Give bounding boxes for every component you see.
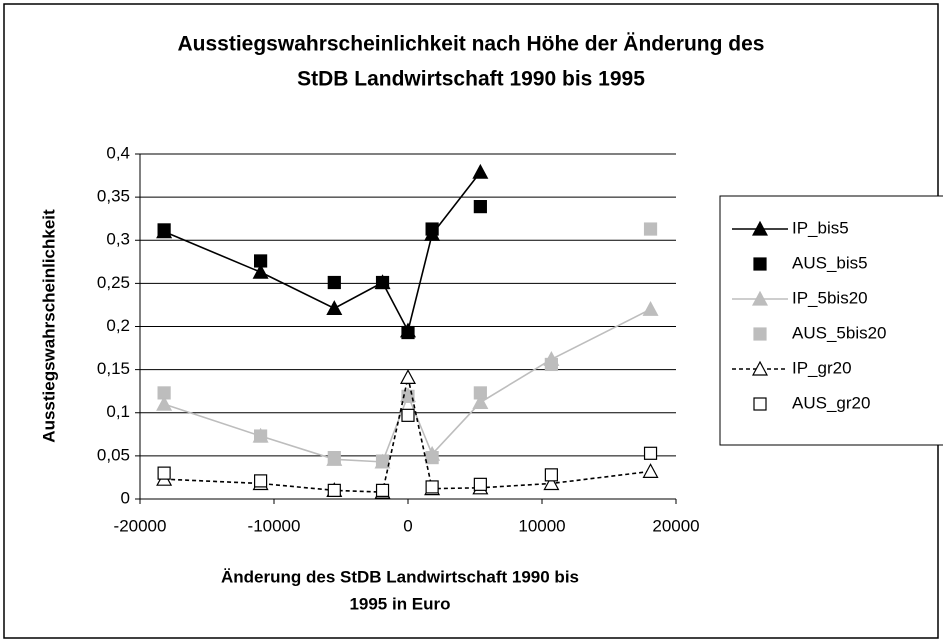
legend-label: AUS_gr20 <box>792 393 870 412</box>
marker <box>543 475 560 491</box>
marker <box>254 474 268 488</box>
marker <box>425 222 439 236</box>
legend-label: AUS_5bis20 <box>792 323 887 342</box>
marker <box>401 408 415 422</box>
marker <box>156 395 173 411</box>
marker <box>472 163 489 179</box>
x-tick-label: 10000 <box>518 516 565 535</box>
y-tick-label: 0,15 <box>97 359 130 378</box>
marker <box>375 483 390 497</box>
y-axis-title: Ausstiegswahrscheinlichkeit <box>39 209 58 443</box>
marker <box>473 200 487 214</box>
x-tick-label: -20000 <box>114 516 167 535</box>
legend-marker <box>751 360 769 376</box>
marker <box>425 451 439 465</box>
marker <box>157 223 171 237</box>
marker <box>544 468 558 482</box>
marker <box>327 275 341 290</box>
legend-marker <box>753 327 767 341</box>
marker <box>473 386 487 400</box>
marker <box>642 463 659 478</box>
chart-title: StDB Landwirtschaft 1990 bis 1995 <box>297 68 645 91</box>
marker <box>473 477 487 491</box>
marker <box>157 386 171 400</box>
x-tick-label: -10000 <box>248 516 301 535</box>
x-tick-label: 20000 <box>652 516 699 535</box>
y-tick-label: 0,2 <box>106 316 130 335</box>
y-tick-label: 0,1 <box>106 402 130 421</box>
marker <box>544 357 558 372</box>
legend-label: AUS_bis5 <box>792 253 868 272</box>
x-axis-title: Änderung des StDB Landwirtschaft 1990 bi… <box>221 567 579 586</box>
legend-marker <box>753 257 767 271</box>
marker <box>425 480 439 494</box>
marker <box>375 275 390 290</box>
marker <box>375 454 390 468</box>
y-tick-label: 0,35 <box>97 187 130 206</box>
y-tick-label: 0,05 <box>97 445 130 464</box>
marker <box>327 483 341 497</box>
marker <box>252 263 269 279</box>
marker <box>642 300 659 316</box>
marker <box>643 222 658 236</box>
marker <box>472 394 489 409</box>
y-tick-label: 0 <box>121 488 130 507</box>
marker <box>401 325 415 340</box>
marker <box>399 369 417 384</box>
marker <box>327 451 341 465</box>
y-tick-label: 0,4 <box>106 143 130 162</box>
legend-label: IP_bis5 <box>792 218 849 237</box>
legend-label: IP_gr20 <box>792 358 852 377</box>
y-tick-label: 0,25 <box>97 273 130 292</box>
legend-marker <box>753 397 767 411</box>
legend-marker <box>751 220 769 236</box>
legend-label: IP_5bis20 <box>792 288 868 307</box>
x-tick-label: 0 <box>403 516 412 535</box>
x-axis-title: 1995 in Euro <box>349 594 450 613</box>
y-tick-label: 0,3 <box>106 230 130 249</box>
marker <box>157 466 171 480</box>
chart-title: Ausstiegswahrscheinlichkeit nach Höhe de… <box>178 33 765 56</box>
marker <box>326 300 343 315</box>
marker <box>254 429 268 443</box>
legend-marker <box>751 290 769 306</box>
marker <box>643 446 658 460</box>
marker <box>254 254 268 268</box>
